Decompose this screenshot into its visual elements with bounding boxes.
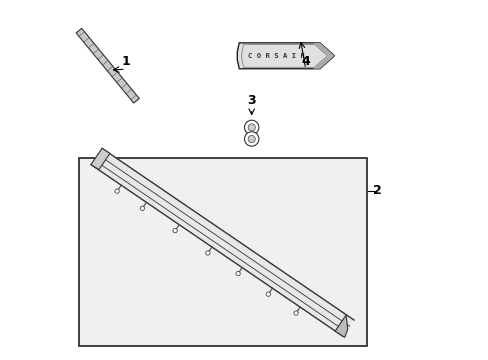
Circle shape — [173, 229, 177, 233]
Polygon shape — [91, 148, 110, 170]
Circle shape — [247, 135, 255, 143]
Text: 2: 2 — [372, 184, 381, 197]
Circle shape — [205, 251, 210, 255]
Circle shape — [115, 189, 119, 193]
Polygon shape — [312, 43, 334, 69]
Circle shape — [247, 124, 255, 131]
Circle shape — [244, 120, 258, 135]
Polygon shape — [334, 315, 347, 337]
Circle shape — [236, 271, 240, 276]
Text: 1: 1 — [121, 55, 130, 68]
Text: 4: 4 — [301, 55, 309, 68]
Circle shape — [293, 311, 298, 315]
Polygon shape — [91, 148, 353, 336]
Circle shape — [244, 132, 258, 146]
Text: C O R S A I R: C O R S A I R — [248, 53, 305, 59]
Bar — [79, 158, 366, 346]
Circle shape — [265, 292, 270, 296]
Circle shape — [140, 206, 144, 211]
Polygon shape — [237, 43, 334, 69]
Polygon shape — [76, 28, 139, 103]
Text: 3: 3 — [247, 94, 256, 107]
